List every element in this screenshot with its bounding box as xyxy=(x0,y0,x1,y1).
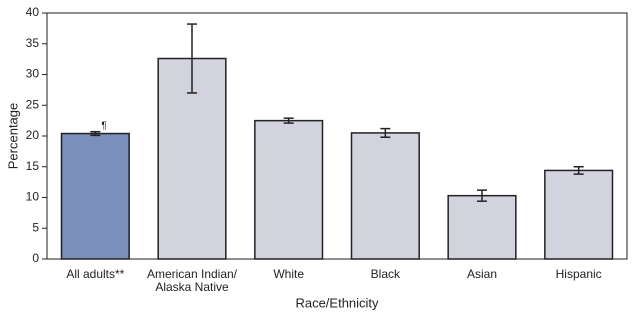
y-axis-label: Percentage xyxy=(5,103,20,170)
x-tick-label: American Indian/Alaska Native xyxy=(147,267,238,294)
y-tick-label: 40 xyxy=(26,5,40,19)
x-tick-label: Black xyxy=(371,267,401,281)
x-tick-label: Asian xyxy=(467,267,497,281)
annotation: ¶ xyxy=(101,120,106,131)
y-tick-label: 10 xyxy=(26,190,40,204)
bar xyxy=(350,132,420,260)
x-tick-label: All adults** xyxy=(66,267,124,281)
y-tick-label: 25 xyxy=(26,97,40,111)
y-tick-label: 15 xyxy=(26,159,40,173)
y-tick-label: 35 xyxy=(26,36,40,50)
y-tick-label: 5 xyxy=(32,220,39,234)
y-tick-label: 20 xyxy=(26,128,40,142)
bar xyxy=(60,132,130,260)
y-tick-label: 30 xyxy=(26,67,40,81)
x-axis-label: Race/Ethnicity xyxy=(295,295,379,310)
x-tick-label: Hispanic xyxy=(556,267,602,281)
plot-frame xyxy=(46,12,628,260)
bar xyxy=(254,119,324,260)
bar xyxy=(544,169,614,260)
x-tick-label: White xyxy=(273,267,304,281)
y-tick-label: 0 xyxy=(32,251,39,265)
bar xyxy=(447,194,517,260)
